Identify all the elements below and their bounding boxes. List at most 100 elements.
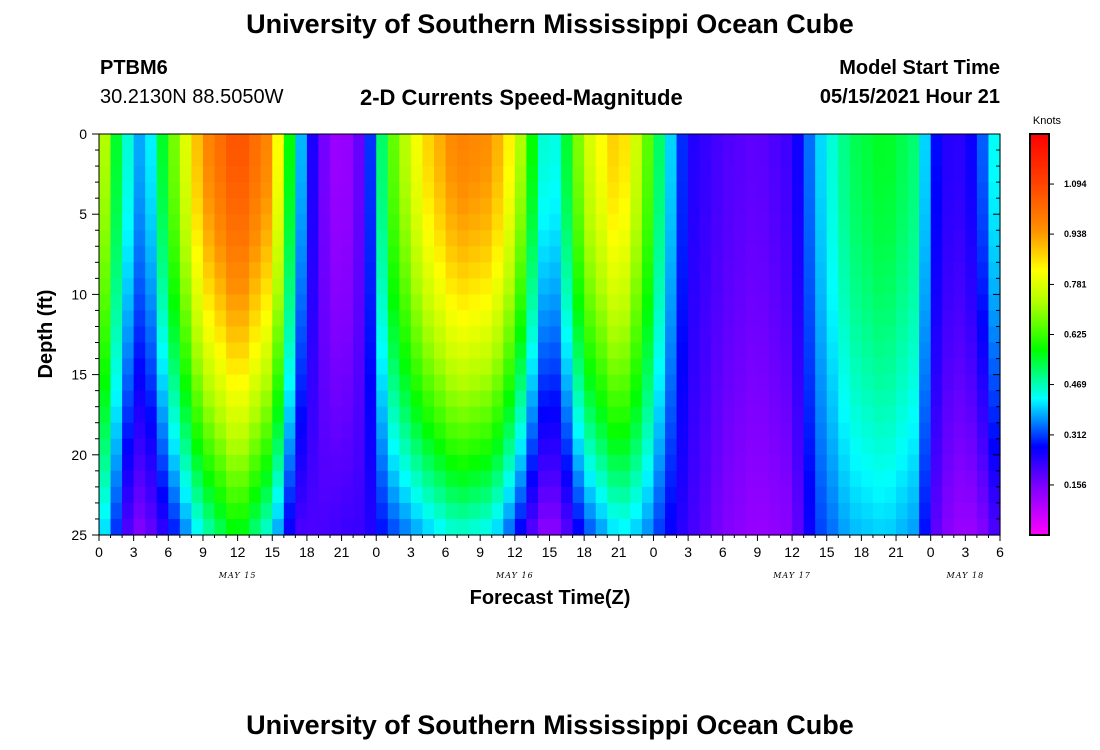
heatmap-cell — [272, 374, 285, 392]
heatmap-cell — [792, 470, 805, 488]
heatmap-cell — [699, 422, 712, 440]
heatmap-cell — [722, 150, 735, 167]
heatmap-cell — [110, 374, 123, 392]
heatmap-cell — [537, 214, 551, 231]
heatmap-cell — [734, 182, 747, 199]
heatmap-cell — [399, 326, 412, 344]
heatmap-cell — [757, 310, 770, 328]
heatmap-cell — [341, 214, 354, 231]
heatmap-cell — [457, 150, 470, 167]
heatmap-cell — [826, 454, 839, 472]
heatmap-cell — [237, 246, 250, 263]
heatmap-cell — [168, 214, 181, 231]
heatmap-cell — [133, 374, 146, 392]
heatmap-cell — [249, 518, 262, 536]
heatmap-cell — [179, 182, 193, 199]
heatmap-cell — [884, 438, 897, 456]
heatmap-cell — [792, 406, 805, 424]
heatmap-cell — [919, 486, 932, 504]
heatmap-cell — [930, 518, 943, 536]
heatmap-cell — [249, 326, 262, 344]
heatmap-cell — [768, 310, 782, 328]
heatmap-cell — [214, 454, 227, 472]
heatmap-cell — [110, 454, 123, 472]
heatmap-cell — [919, 470, 932, 488]
heatmap-cell — [491, 230, 504, 247]
heatmap-cell — [260, 262, 273, 279]
heatmap-cell — [976, 390, 990, 408]
heatmap-cell — [387, 422, 400, 440]
heatmap-cell — [838, 422, 851, 440]
heatmap-cell — [757, 390, 770, 408]
heatmap-cell — [872, 230, 886, 247]
heatmap-cell — [849, 454, 862, 472]
heatmap-cell — [306, 230, 320, 247]
heatmap-cell — [942, 230, 955, 247]
heatmap-cell — [572, 470, 585, 488]
heatmap-cell — [341, 406, 354, 424]
heatmap-cell — [815, 230, 828, 247]
heatmap-cell — [514, 342, 527, 360]
heatmap-cell — [283, 246, 296, 263]
heatmap-cell — [618, 422, 631, 440]
heatmap-cell — [99, 390, 112, 408]
heatmap-cell — [260, 406, 273, 424]
heatmap-cell — [110, 470, 123, 488]
heatmap-cell — [191, 454, 204, 472]
heatmap-cell — [376, 518, 389, 536]
heatmap-cell — [757, 326, 770, 344]
heatmap-cell — [237, 358, 250, 376]
x-tick-label: 0 — [95, 544, 103, 560]
heatmap-cell — [757, 358, 770, 376]
heatmap-cell — [503, 502, 516, 520]
heatmap-cell — [226, 374, 239, 392]
heatmap-cell — [364, 134, 377, 151]
heatmap-cell — [122, 150, 135, 167]
heatmap-cell — [942, 422, 955, 440]
heatmap-cell — [930, 390, 943, 408]
heatmap-cell — [907, 246, 920, 263]
heatmap-cell — [630, 470, 643, 488]
heatmap-cell — [815, 134, 828, 151]
heatmap-cell — [491, 278, 504, 295]
heatmap-cell — [133, 310, 146, 328]
heatmap-cell — [156, 502, 169, 520]
heatmap-cell — [745, 246, 759, 263]
heatmap-cell — [953, 422, 966, 440]
heatmap-cell — [861, 518, 874, 536]
heatmap-cell — [896, 230, 909, 247]
heatmap-cell — [399, 390, 412, 408]
heatmap-cell — [122, 358, 135, 376]
heatmap-cell — [503, 390, 516, 408]
heatmap-cell — [549, 342, 562, 360]
heatmap-cell — [353, 390, 366, 408]
heatmap-cell — [295, 198, 308, 215]
heatmap-cell — [306, 182, 320, 199]
heatmap-cell — [849, 230, 862, 247]
heatmap-cell — [630, 246, 643, 263]
heatmap-cell — [330, 390, 343, 408]
heatmap-cell — [179, 390, 193, 408]
heatmap-cell — [861, 198, 874, 215]
heatmap-cell — [826, 406, 839, 424]
heatmap-cell — [988, 358, 1001, 376]
heatmap-cell — [965, 294, 978, 312]
heatmap-cell — [792, 198, 805, 215]
heatmap-cell — [826, 134, 839, 151]
heatmap-cell — [122, 438, 135, 456]
heatmap-cell — [896, 406, 909, 424]
heatmap-cell — [399, 374, 412, 392]
heatmap-cell — [884, 262, 897, 279]
heatmap-cell — [584, 342, 597, 360]
heatmap-cell — [445, 166, 458, 183]
heatmap-cell — [237, 422, 250, 440]
heatmap-cell — [480, 470, 493, 488]
heatmap-cell — [572, 406, 585, 424]
heatmap-cell — [537, 182, 551, 199]
heatmap-cell — [965, 406, 978, 424]
heatmap-cell — [665, 342, 678, 360]
heatmap-cell — [688, 470, 701, 488]
heatmap-cell — [896, 454, 909, 472]
heatmap-cell — [942, 438, 955, 456]
heatmap-cell — [249, 166, 262, 183]
